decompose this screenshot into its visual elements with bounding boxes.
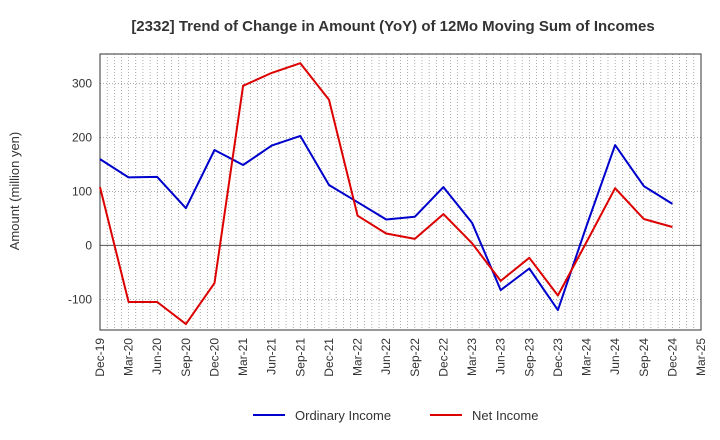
x-tick-label: Sep-21 xyxy=(293,338,307,377)
x-tick-label: Dec-24 xyxy=(665,338,679,377)
x-tick-label: Dec-20 xyxy=(207,338,221,377)
x-axis-ticks: Dec-19 Mar-20 Jun-20 Sep-20 Dec-20 Mar-21 Jun-… xyxy=(93,338,708,377)
x-tick-label: Jun-22 xyxy=(379,338,393,375)
x-tick-label: Sep-24 xyxy=(637,338,651,377)
x-tick-label: Mar-24 xyxy=(580,338,594,376)
y-tick-label: -100 xyxy=(68,292,92,306)
series-lines xyxy=(99,62,673,326)
grid xyxy=(100,54,701,330)
legend: Ordinary Income Net Income xyxy=(253,408,538,423)
y-tick-label: 300 xyxy=(72,77,92,91)
plot-frame xyxy=(99,53,702,331)
y-axis-ticks: -100 0 100 200 300 xyxy=(68,77,92,307)
x-tick-label: Jun-21 xyxy=(265,338,279,375)
x-tick-label: Sep-20 xyxy=(179,338,193,377)
x-tick-label: Mar-25 xyxy=(694,338,708,376)
x-tick-label: Mar-23 xyxy=(465,338,479,376)
x-tick-label: Jun-23 xyxy=(494,338,508,375)
x-tick-label: Dec-21 xyxy=(322,338,336,377)
y-tick-label: 0 xyxy=(85,238,92,252)
x-tick-label: Mar-22 xyxy=(351,338,365,376)
series-line-ordinary-income xyxy=(99,134,673,312)
x-tick-label: Dec-19 xyxy=(93,338,107,377)
y-tick-label: 200 xyxy=(72,131,92,145)
x-tick-label: Dec-23 xyxy=(551,338,565,377)
legend-label: Net Income xyxy=(472,408,538,423)
chart-title: [2332] Trend of Change in Amount (YoY) o… xyxy=(131,18,654,35)
series-line-net-income xyxy=(99,62,673,326)
y-axis-label: Amount (million yen) xyxy=(7,132,22,251)
legend-label: Ordinary Income xyxy=(295,408,391,423)
x-tick-label: Jun-24 xyxy=(608,338,622,375)
y-tick-label: 100 xyxy=(72,184,92,198)
x-tick-label: Mar-21 xyxy=(236,338,250,376)
x-tick-label: Jun-20 xyxy=(150,338,164,375)
x-tick-label: Sep-23 xyxy=(522,338,536,377)
x-tick-label: Dec-22 xyxy=(436,338,450,377)
x-tick-label: Mar-20 xyxy=(122,338,136,376)
x-tick-label: Sep-22 xyxy=(408,338,422,377)
